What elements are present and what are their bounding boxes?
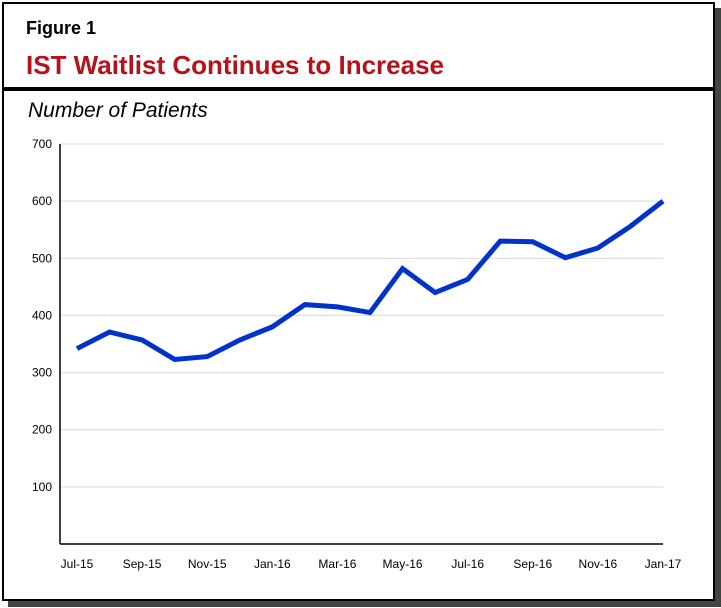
chart-title: IST Waitlist Continues to Increase xyxy=(26,50,444,80)
x-tick-label: Jul-15 xyxy=(61,557,94,571)
title-divider xyxy=(4,87,713,91)
y-tick-label: 400 xyxy=(32,308,52,322)
x-tick-label: Nov-15 xyxy=(188,557,227,571)
y-tick-label: 100 xyxy=(32,480,52,494)
x-tick-label: May-16 xyxy=(383,557,423,571)
y-axis-title: Number of Patients xyxy=(28,99,208,122)
figure-frame: Figure 1 IST Waitlist Continues to Incre… xyxy=(2,2,715,601)
x-tick-label: Jan-17 xyxy=(645,557,682,571)
x-tick-label: Jan-16 xyxy=(254,557,291,571)
y-tick-label: 500 xyxy=(32,251,52,265)
x-tick-label: Nov-16 xyxy=(579,557,618,571)
x-tick-label: Jul-16 xyxy=(451,557,484,571)
figure-label: Figure 1 xyxy=(26,18,97,38)
x-tick-label: Sep-16 xyxy=(513,557,552,571)
y-tick-label: 700 xyxy=(32,137,52,151)
x-tick-label: Sep-15 xyxy=(123,557,162,571)
y-tick-label: 200 xyxy=(32,423,52,437)
y-tick-label: 300 xyxy=(32,366,52,380)
data-line xyxy=(75,199,665,362)
x-tick-label: Mar-16 xyxy=(318,557,356,571)
y-tick-label: 600 xyxy=(32,194,52,208)
